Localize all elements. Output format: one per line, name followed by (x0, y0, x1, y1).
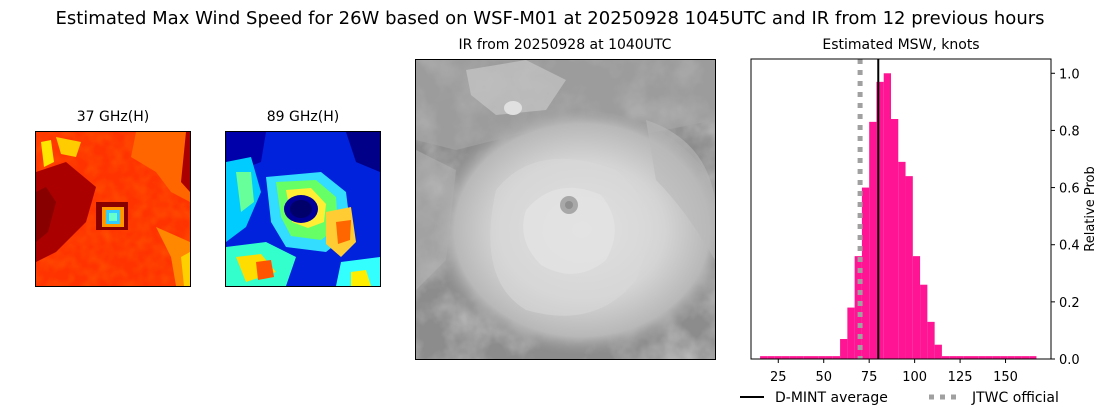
histogram-bar-10 (832, 356, 841, 359)
histogram-bar-15 (869, 121, 877, 359)
histogram-bar-22 (920, 284, 928, 359)
histogram-bar-9 (825, 356, 833, 359)
histogram-bar-31 (985, 356, 993, 359)
histogram-bar-5 (796, 356, 804, 359)
x-tick-label-4: 125 (948, 370, 973, 385)
histogram-bar-1 (767, 356, 775, 359)
mw89-image (225, 131, 381, 287)
x-tick-label-2: 75 (861, 370, 878, 385)
histogram-bar-14 (861, 187, 870, 359)
histogram-bar-30 (978, 356, 986, 359)
x-tick-label-5: 150 (993, 370, 1018, 385)
histogram-bar-23 (927, 321, 935, 359)
x-tick-label-1: 50 (815, 370, 832, 385)
ir-title: IR from 20250928 at 1040UTC (458, 37, 672, 53)
mw89-title: 89 GHz(H) (266, 109, 340, 125)
plot-frame (750, 58, 1052, 360)
histogram-bar-13 (854, 256, 862, 359)
histogram-bar-19 (898, 161, 906, 359)
histogram-bar-33 (1000, 356, 1008, 359)
histogram-bar-25 (941, 356, 950, 359)
mw37-image (35, 131, 191, 287)
y-tick-label-0: 0.0 (1059, 353, 1080, 368)
y-axis-label: Relative Prob (1083, 166, 1098, 251)
figure-title: Estimated Max Wind Speed for 26W based o… (55, 8, 1045, 29)
histogram-bar-26 (949, 356, 957, 359)
histogram-bar-17 (883, 73, 891, 360)
y-tick-label-4: 0.8 (1059, 124, 1080, 139)
chart-title: Estimated MSW, knots (822, 37, 980, 53)
histogram-bar-3 (781, 356, 790, 359)
histogram-bar-34 (1007, 356, 1015, 359)
x-tick-label-3: 100 (902, 370, 927, 385)
histogram-bar-37 (1029, 356, 1037, 359)
histogram-bar-36 (1021, 356, 1030, 359)
histogram-bar-27 (956, 356, 964, 359)
histogram-bar-20 (905, 176, 913, 359)
x-tick-label-0: 25 (770, 370, 787, 385)
y-tick-label-2: 0.4 (1059, 239, 1080, 254)
histogram-bar-32 (992, 356, 1001, 359)
histogram-bar-29 (971, 356, 979, 359)
histogram-bar-8 (818, 356, 826, 359)
histogram-bar-12 (847, 307, 855, 359)
histogram-bar-7 (811, 356, 819, 359)
chart-legend: D-MINT average JTWC official (740, 390, 1059, 406)
y-tick-label-3: 0.6 (1059, 182, 1080, 197)
mw37-title: 37 GHz(H) (76, 109, 150, 125)
y-tick-label-1: 0.2 (1059, 296, 1080, 311)
ir-image (415, 59, 716, 360)
histogram-bar-28 (963, 356, 971, 359)
histogram-bar-18 (891, 119, 899, 359)
histogram-bar-21 (912, 256, 921, 359)
histogram-chart: 25 50 75 100 125 150 0.0 0.2 0.4 0.6 0.8 1.0 Relat… (740, 58, 1098, 406)
histogram-bar-0 (760, 356, 768, 359)
y-tick-label-5: 1.0 (1059, 67, 1080, 82)
histogram-bar-6 (803, 356, 811, 359)
histogram-bar-35 (1014, 356, 1022, 359)
histogram-bar-2 (774, 356, 782, 359)
histogram-bar-24 (934, 344, 942, 359)
histogram-bar-4 (789, 356, 797, 359)
histogram-bar-16 (876, 81, 884, 359)
legend-label-dmint: D-MINT average (775, 390, 888, 406)
histogram-bar-11 (840, 339, 848, 359)
legend-label-jtwc: JTWC official (971, 390, 1059, 406)
